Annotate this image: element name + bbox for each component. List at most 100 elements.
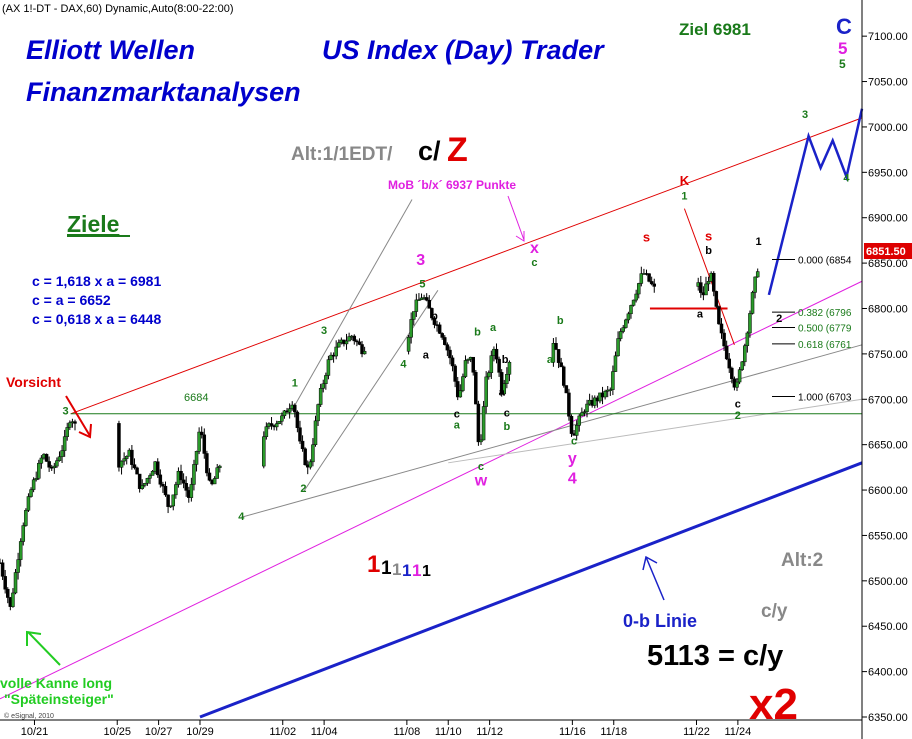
candle-body xyxy=(62,436,67,451)
candle-body xyxy=(717,306,721,325)
candle-body xyxy=(611,371,615,390)
candle-body xyxy=(719,323,724,334)
candle-body xyxy=(582,411,587,413)
y-tick-label: 7100.00 xyxy=(868,31,908,43)
candle-body xyxy=(440,333,444,338)
candle-body xyxy=(119,460,124,468)
trend-line xyxy=(199,461,863,719)
candle-body xyxy=(303,448,307,466)
fibonacci-layer: 0.000 (6854 0.382 (6796 0.500 (6779 0.618 (… xyxy=(772,255,852,404)
candle-body xyxy=(471,356,475,373)
candle-body xyxy=(44,453,49,462)
mob-arrow xyxy=(507,195,525,241)
candle-body xyxy=(753,276,757,293)
candle-body xyxy=(334,346,338,357)
corner-label-c: C xyxy=(836,14,852,39)
candle-body xyxy=(161,484,165,487)
mob-note: MoB ´b/x´ 6937 Punkte xyxy=(388,178,516,192)
candle-body xyxy=(329,354,333,360)
candle-body xyxy=(362,351,367,355)
candle-body xyxy=(24,510,28,526)
one-pink: 1 xyxy=(412,561,421,580)
kanne-arrow-head xyxy=(26,630,42,646)
trend-line xyxy=(292,199,413,409)
candle-body xyxy=(453,365,457,382)
vorsicht-label: Vorsicht xyxy=(6,374,61,390)
wave-label: 3 xyxy=(62,406,68,418)
alt-label-z: Z xyxy=(447,131,468,169)
wave-label: y xyxy=(568,451,577,468)
x-axis: 10/21 10/25 10/27 10/29 11/02 11/04 11/08 11/10… xyxy=(21,720,752,738)
candle-body xyxy=(39,457,44,464)
fib-label: 0.618 (6761 xyxy=(798,340,852,351)
y-tick-label: 6350.00 xyxy=(868,712,908,724)
y-tick-label: 6650.00 xyxy=(868,440,908,452)
wave-label: K xyxy=(680,173,690,188)
y-tick-label: 6750.00 xyxy=(868,349,908,361)
candle-body xyxy=(194,451,199,465)
wave-label: a xyxy=(499,387,506,399)
candle-body xyxy=(430,308,434,319)
one-blue: 1 xyxy=(402,561,411,580)
wave-label: 1 xyxy=(681,191,687,203)
wave-label: 2 xyxy=(735,410,741,422)
wave-label: w xyxy=(474,473,488,490)
candle-body xyxy=(748,313,752,334)
y-tick-label: 6900.00 xyxy=(868,213,908,225)
ob-line-label: 0-b Linie xyxy=(623,611,697,631)
x-tick-label: 11/22 xyxy=(683,726,710,738)
kanne-arrow xyxy=(27,631,61,666)
alt-label-prefix: Alt:1/1EDT/ xyxy=(291,144,393,165)
candle-body xyxy=(484,376,488,407)
candle-body xyxy=(6,588,10,598)
candle-body xyxy=(740,361,744,370)
candle-body xyxy=(507,361,512,375)
one-red: 1 xyxy=(367,551,380,578)
candle-body xyxy=(0,562,5,577)
one-black: 1 xyxy=(381,558,392,579)
title-line1: Elliott Wellen xyxy=(26,35,195,65)
candle-body xyxy=(145,477,150,484)
copyright: © eSignal, 2010 xyxy=(4,712,54,720)
candle-body xyxy=(132,464,137,469)
candle-body xyxy=(55,460,59,467)
wave-label: 2 xyxy=(300,483,306,495)
candle-body xyxy=(57,456,62,461)
trend-line xyxy=(448,398,863,464)
x-tick-label: 11/16 xyxy=(559,726,586,738)
candle-body xyxy=(29,489,33,497)
candle-body xyxy=(16,559,20,573)
wave-label: b xyxy=(502,354,509,366)
x-tick-label: 10/21 xyxy=(21,726,49,738)
fib-label: 0.382 (6796 xyxy=(798,308,852,319)
candle-body xyxy=(168,505,173,508)
title-center: US Index (Day) Trader xyxy=(322,35,605,65)
candle-body xyxy=(179,470,183,481)
candle-body xyxy=(608,389,613,391)
y-tick-label: 6550.00 xyxy=(868,530,908,542)
wave-label: c xyxy=(531,257,537,269)
candle-body xyxy=(300,440,305,450)
y-tick-label: 6700.00 xyxy=(868,394,908,406)
candle-body xyxy=(727,358,732,369)
x-tick-label: 11/02 xyxy=(269,726,296,738)
candle-body xyxy=(414,299,419,312)
candle-body xyxy=(47,461,51,468)
x-tick-label: 11/08 xyxy=(394,726,421,738)
candle-body xyxy=(724,345,729,360)
ziele-line-1: c = 1,618 x a = 6981 xyxy=(32,273,161,289)
candle-body xyxy=(218,465,222,468)
x-tick-label: 11/24 xyxy=(725,726,752,738)
candle-body xyxy=(561,366,566,386)
trend-line xyxy=(0,280,863,700)
wave-label: 5 xyxy=(419,279,425,291)
candle-body xyxy=(499,372,504,395)
mob-arrow-head xyxy=(515,231,525,242)
ones-sequence: 1 1 1 1 1 1 xyxy=(367,551,431,580)
candle-body xyxy=(11,592,15,607)
alt2-label: Alt:2 xyxy=(781,550,823,571)
candle-body xyxy=(137,473,142,489)
candle-body xyxy=(631,299,636,306)
candle-body xyxy=(580,412,584,417)
